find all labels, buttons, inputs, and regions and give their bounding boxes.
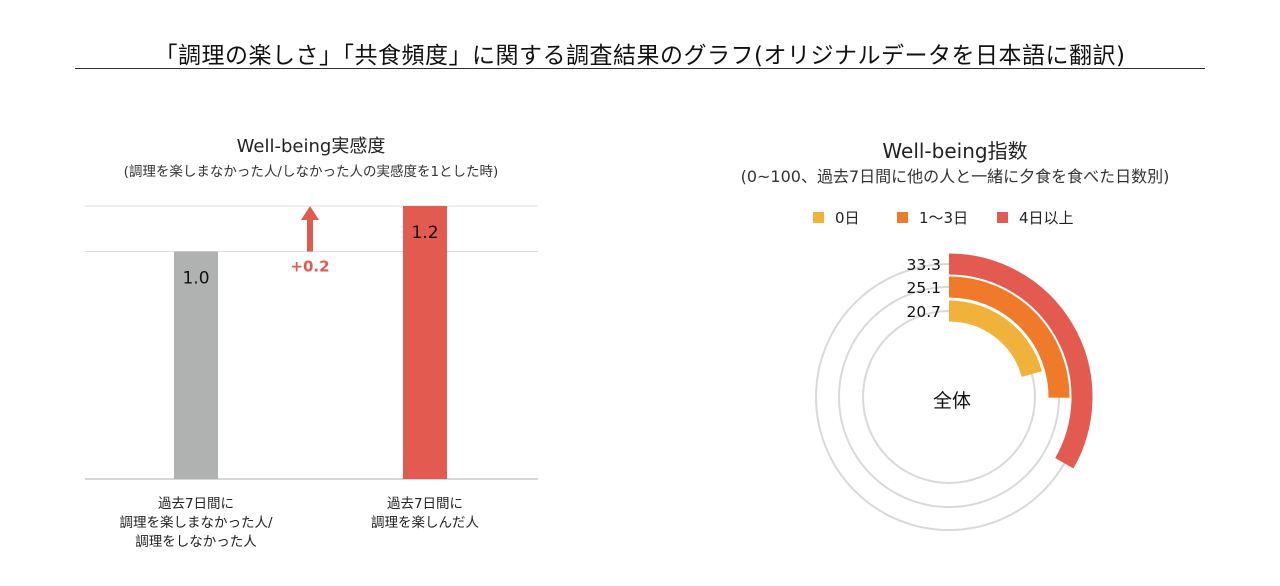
category-label: 過去7日間に bbox=[387, 496, 463, 512]
radial-value-label: 25.1 bbox=[906, 279, 941, 297]
page-title: 「調理の楽しさ」「共食頻度」に関する調査結果のグラフ(オリジナルデータを日本語に… bbox=[154, 43, 1126, 69]
legend-swatch bbox=[997, 212, 1008, 223]
category-label: 調理をしなかった人 bbox=[135, 534, 257, 550]
bar-value-label: 1.0 bbox=[182, 269, 209, 289]
radial-chart-subtitle: (0~100、過去7日間に他の人と一緒に夕食を食べた日数別) bbox=[741, 167, 1170, 186]
wellbeing-radial-chart: Well-being指数 (0~100、過去7日間に他の人と一緒に夕食を食べた日… bbox=[741, 139, 1170, 531]
radial-value-label: 20.7 bbox=[906, 303, 941, 321]
difference-arrow-shaft bbox=[307, 218, 313, 252]
difference-label: +0.2 bbox=[290, 258, 329, 276]
legend-swatch bbox=[897, 212, 908, 223]
radial-arc bbox=[948, 300, 1042, 378]
category-label: 調理を楽しんだ人 bbox=[371, 515, 479, 531]
legend-label: 1～3日 bbox=[919, 209, 968, 227]
radial-arcs bbox=[948, 253, 1093, 469]
legend-swatch bbox=[813, 212, 824, 223]
bar-value-label: 1.2 bbox=[411, 223, 438, 243]
radial-arc bbox=[948, 253, 1093, 469]
bar-chart-title: Well-being実感度 bbox=[237, 136, 386, 157]
difference-arrow-head bbox=[301, 206, 319, 220]
legend-label: 0日 bbox=[835, 209, 860, 227]
bar bbox=[403, 206, 447, 479]
category-label: 過去7日間に bbox=[158, 496, 234, 512]
wellbeing-bar-chart: Well-being実感度 (調理を楽しまなかった人/しなかった人の実感度を1と… bbox=[85, 136, 538, 550]
bar bbox=[174, 251, 218, 479]
radial-value-labels: 20.7 25.1 33.3 bbox=[906, 256, 941, 321]
radial-value-label: 33.3 bbox=[906, 256, 941, 274]
radial-center-label: 全体 bbox=[933, 390, 971, 412]
radial-legend: 0日 1～3日 4日以上 bbox=[813, 209, 1074, 227]
bar-annotation: +0.2 bbox=[290, 206, 330, 276]
legend-label: 4日以上 bbox=[1019, 209, 1074, 227]
radial-arc bbox=[948, 276, 1070, 398]
title-underline bbox=[75, 68, 1205, 69]
category-label: 調理を楽しまなかった人/ bbox=[119, 515, 272, 531]
bar-category-labels: 過去7日間に調理を楽しまなかった人/調理をしなかった人過去7日間に調理を楽しんだ… bbox=[119, 496, 479, 550]
bar-marks: 1.0 1.2 bbox=[174, 206, 447, 479]
radial-chart-title: Well-being指数 bbox=[882, 139, 1027, 163]
bar-chart-subtitle: (調理を楽しまなかった人/しなかった人の実感度を1とした時) bbox=[124, 163, 499, 180]
